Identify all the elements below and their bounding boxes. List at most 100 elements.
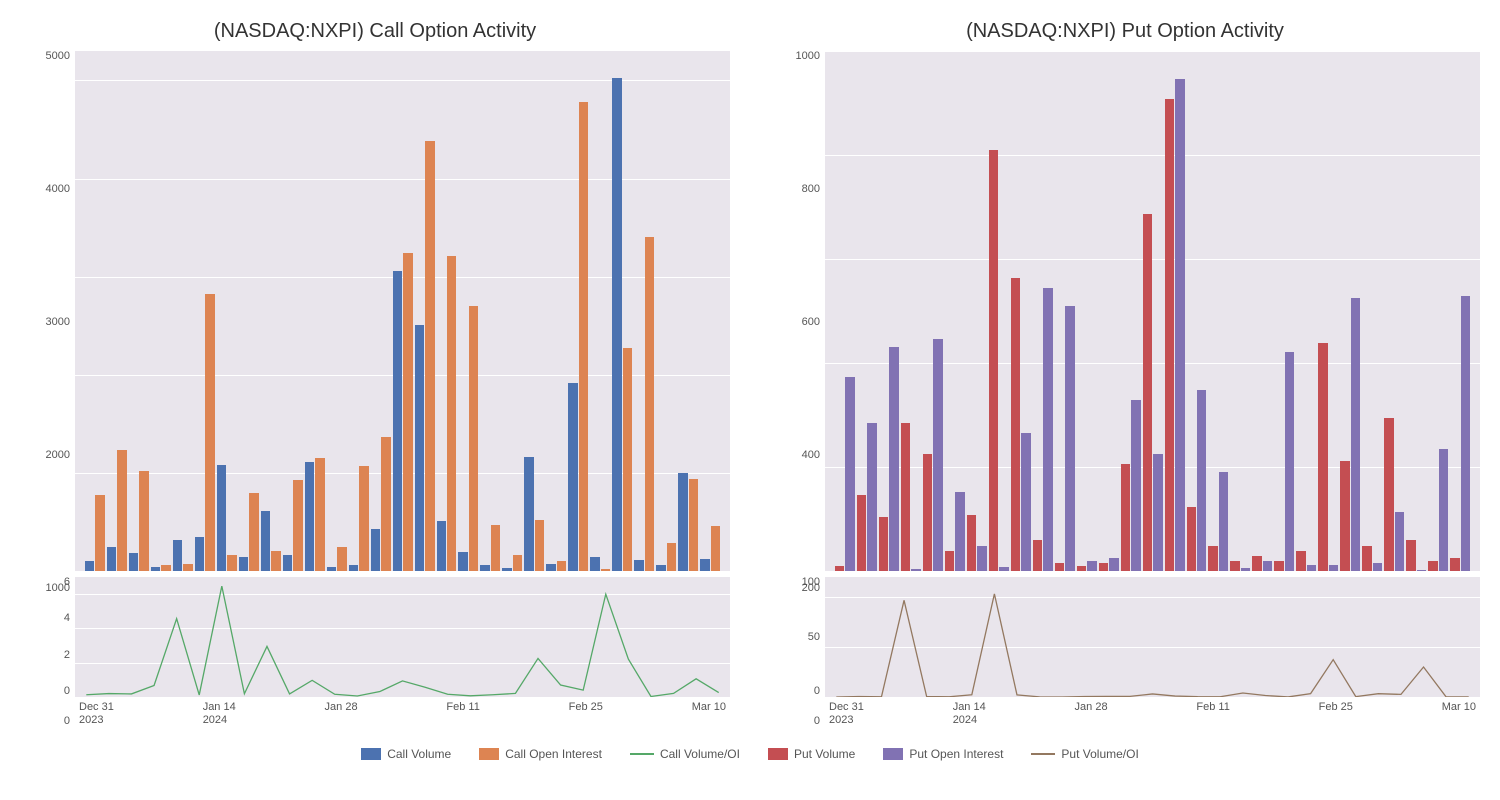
bar-oi [1131, 400, 1140, 571]
bar-group [1296, 61, 1316, 571]
bar-volume [656, 565, 665, 571]
bar-group [1055, 61, 1075, 571]
legend-item: Put Open Interest [883, 747, 1003, 761]
y-tick: 5000 [25, 51, 70, 62]
x-tick: Mar 10 [1442, 701, 1476, 727]
bar-group [502, 61, 522, 571]
call-bars-region [85, 61, 720, 571]
bar-group [1450, 61, 1470, 571]
bar-volume [371, 529, 380, 571]
put-chart-wrap: 02004006008001000 050100 Dec 31 2023Jan … [825, 51, 1480, 727]
bar-group [1340, 61, 1360, 571]
bar-group [967, 61, 987, 571]
bar-volume [923, 454, 932, 571]
bar-group [700, 61, 720, 571]
bar-volume [546, 564, 555, 571]
bar-group [1384, 61, 1404, 571]
bar-oi [381, 437, 390, 571]
bar-volume [1077, 566, 1086, 571]
y-tick: 2 [25, 650, 70, 661]
bar-oi [911, 569, 920, 571]
bar-group [568, 61, 588, 571]
put-ratio-line [825, 577, 1480, 697]
bar-oi [447, 256, 456, 571]
bar-group [1165, 61, 1185, 571]
bar-group [1077, 61, 1097, 571]
shared-legend: Call VolumeCall Open InterestCall Volume… [20, 747, 1480, 761]
bar-volume [1450, 558, 1459, 571]
bar-oi [1109, 558, 1118, 571]
legend-item: Put Volume [768, 747, 855, 761]
bar-volume [634, 560, 643, 571]
bar-volume [1011, 278, 1020, 571]
bar-group [524, 61, 544, 571]
bar-oi [1153, 454, 1162, 571]
bar-volume [173, 540, 182, 571]
x-tick: Feb 25 [569, 701, 603, 727]
put-chart-title: (NASDAQ:NXPI) Put Option Activity [770, 20, 1480, 43]
call-x-axis: Dec 31 2023Jan 14 2024Jan 28Feb 11Feb 25… [75, 701, 730, 727]
bar-volume [1362, 546, 1371, 572]
bar-group [945, 61, 965, 571]
bar-group [656, 61, 676, 571]
legend-line-icon [630, 753, 654, 755]
bar-group [835, 61, 855, 571]
bar-group [415, 61, 435, 571]
legend-item: Put Volume/OI [1031, 747, 1138, 761]
bar-volume [1121, 464, 1130, 571]
bar-volume [524, 457, 533, 572]
bar-group [901, 61, 921, 571]
bar-volume [612, 78, 621, 571]
bar-oi [271, 551, 280, 571]
bar-group [1230, 61, 1250, 571]
x-tick: Feb 11 [446, 701, 479, 727]
bar-volume [261, 511, 270, 571]
bar-group [1208, 61, 1228, 571]
bar-oi [117, 450, 126, 571]
bar-volume [107, 547, 116, 571]
y-tick: 0 [775, 716, 820, 727]
y-tick: 400 [775, 450, 820, 461]
bar-oi [227, 555, 236, 571]
bar-group [393, 61, 413, 571]
bar-volume [879, 517, 888, 571]
bar-group [195, 61, 215, 571]
bar-volume [835, 566, 844, 571]
bar-volume [1318, 343, 1327, 571]
put-x-axis: Dec 31 2023Jan 14 2024Jan 28Feb 11Feb 25… [825, 701, 1480, 727]
x-tick: Jan 28 [1075, 701, 1108, 727]
bar-oi [1065, 306, 1074, 571]
charts-container: (NASDAQ:NXPI) Call Option Activity 01000… [20, 20, 1480, 727]
x-tick: Feb 25 [1319, 701, 1353, 727]
x-tick: Mar 10 [692, 701, 726, 727]
bar-group [217, 61, 237, 571]
bar-group [107, 61, 127, 571]
bar-volume [480, 565, 489, 571]
bar-group [173, 61, 193, 571]
bar-oi [845, 377, 854, 571]
bar-oi [579, 102, 588, 571]
bar-group [261, 61, 281, 571]
bar-volume [129, 553, 138, 571]
bar-volume [1165, 99, 1174, 571]
bar-volume [437, 521, 446, 571]
bar-oi [977, 546, 986, 572]
bar-group [1318, 61, 1338, 571]
bar-oi [315, 458, 324, 571]
bar-oi [249, 493, 258, 571]
bar-group [151, 61, 171, 571]
bar-oi [623, 348, 632, 571]
bar-oi [711, 526, 720, 571]
legend-line-icon [1031, 753, 1055, 755]
x-tick: Jan 14 2024 [203, 701, 236, 727]
call-chart-wrap: 010002000300040005000 0246 Dec 31 2023Ja… [75, 51, 730, 727]
bar-oi [1351, 298, 1360, 571]
bar-oi [139, 471, 148, 571]
bar-volume [85, 561, 94, 571]
bar-oi [293, 480, 302, 571]
bar-oi [867, 423, 876, 571]
y-tick: 0 [25, 686, 70, 697]
x-tick: Dec 31 2023 [829, 701, 864, 727]
bar-group [480, 61, 500, 571]
bar-group [458, 61, 478, 571]
